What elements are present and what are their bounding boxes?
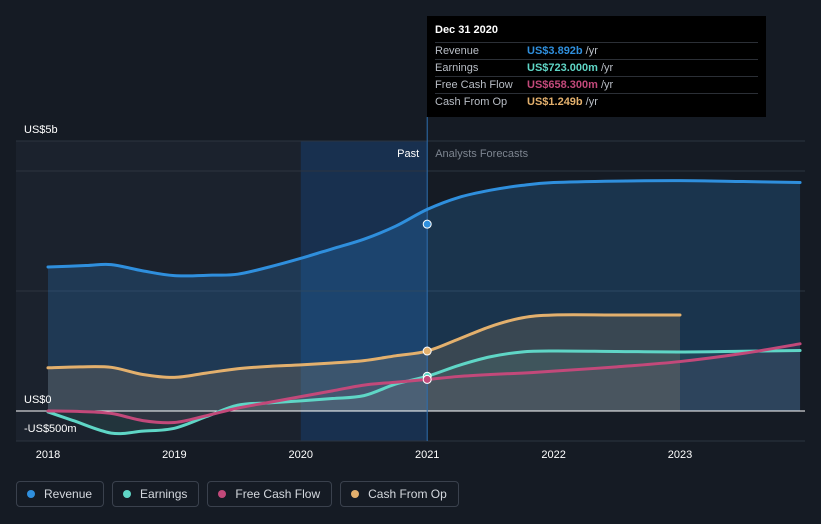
tooltip-unit: /yr: [585, 96, 598, 108]
free-cash-flow-marker: [422, 374, 432, 384]
x-tick-label: 2022: [541, 449, 565, 461]
legend-label: Free Cash Flow: [235, 487, 321, 501]
x-tick-label: 2018: [36, 449, 60, 461]
grid-lines: [16, 140, 805, 442]
legend-label: Cash From Op: [368, 487, 447, 501]
tooltip-label: Revenue: [435, 45, 480, 57]
past-label: Past: [397, 148, 419, 160]
x-tick-label: 2023: [668, 449, 692, 461]
x-tick-label: 2020: [289, 449, 313, 461]
x-tick-label: 2019: [162, 449, 186, 461]
revenue-marker: [422, 219, 432, 229]
y-tick-label: -US$500m: [24, 423, 77, 435]
forecast-label: Analysts Forecasts: [435, 148, 528, 160]
cash-from-op-line: [46, 313, 682, 379]
revenue-line: [46, 179, 802, 278]
earnings-line: [46, 349, 802, 436]
tooltip-label: Cash From Op: [435, 96, 508, 108]
earnings-dot-icon: [123, 490, 132, 498]
legend-label: Earnings: [140, 487, 188, 501]
y-tick-label: US$5b: [24, 124, 58, 136]
x-tick-label: 2021: [415, 449, 439, 461]
legend-item-free-cash-flow[interactable]: Free Cash Flow: [207, 481, 333, 507]
y-tick-label: US$0: [24, 394, 52, 406]
series-areas: [48, 180, 801, 434]
tooltip-label: Earnings: [435, 62, 479, 74]
legend-label: Revenue: [44, 487, 93, 501]
cash-from-op-marker: [422, 346, 432, 356]
x-axis-labels: 2018 2019 2020 2021 2022 2023: [36, 449, 692, 461]
series-markers: [422, 219, 432, 384]
tooltip-value: US$658.300m: [527, 79, 598, 91]
tooltip-value: US$723.000m: [527, 62, 598, 74]
free-cash-flow-area: [48, 343, 801, 423]
tooltip-row-earnings: Earnings US$723.000m /yr: [435, 59, 758, 76]
tooltip-row-cash-from-op: Cash From Op US$1.249b /yr: [435, 93, 758, 110]
cash-from-op-dot-icon: [351, 490, 360, 498]
series-lines: [46, 179, 802, 436]
free-cash-flow-line: [46, 342, 802, 425]
tooltip-label: Free Cash Flow: [435, 79, 513, 91]
tooltip-unit: /yr: [600, 79, 614, 91]
revenue-dot-icon: [27, 490, 35, 498]
earnings-area: [48, 350, 801, 434]
tooltip-value: US$3.892b: [527, 45, 583, 57]
tooltip-value: US$1.249b: [527, 96, 583, 108]
y-axis-labels: US$5b US$0 -US$500m: [24, 124, 77, 435]
legend-item-cash-from-op[interactable]: Cash From Op: [340, 481, 459, 507]
tooltip: Dec 31 2020 Revenue US$3.892b /yr Earnin…: [427, 16, 766, 117]
revenue-area: [48, 180, 801, 411]
tooltip-row-revenue: Revenue US$3.892b /yr: [435, 42, 758, 59]
cash-from-op-area: [48, 314, 680, 411]
free-cash-flow-dot-icon: [218, 490, 227, 498]
legend: Revenue Earnings Free Cash Flow Cash Fro…: [16, 481, 459, 507]
tooltip-unit: /yr: [585, 45, 598, 57]
tooltip-date: Dec 31 2020: [435, 24, 498, 36]
legend-item-revenue[interactable]: Revenue: [16, 481, 105, 507]
tooltip-row-free-cash-flow: Free Cash Flow US$658.300m /yr: [435, 76, 758, 93]
tooltip-unit: /yr: [600, 62, 614, 74]
legend-item-earnings[interactable]: Earnings: [112, 481, 200, 507]
